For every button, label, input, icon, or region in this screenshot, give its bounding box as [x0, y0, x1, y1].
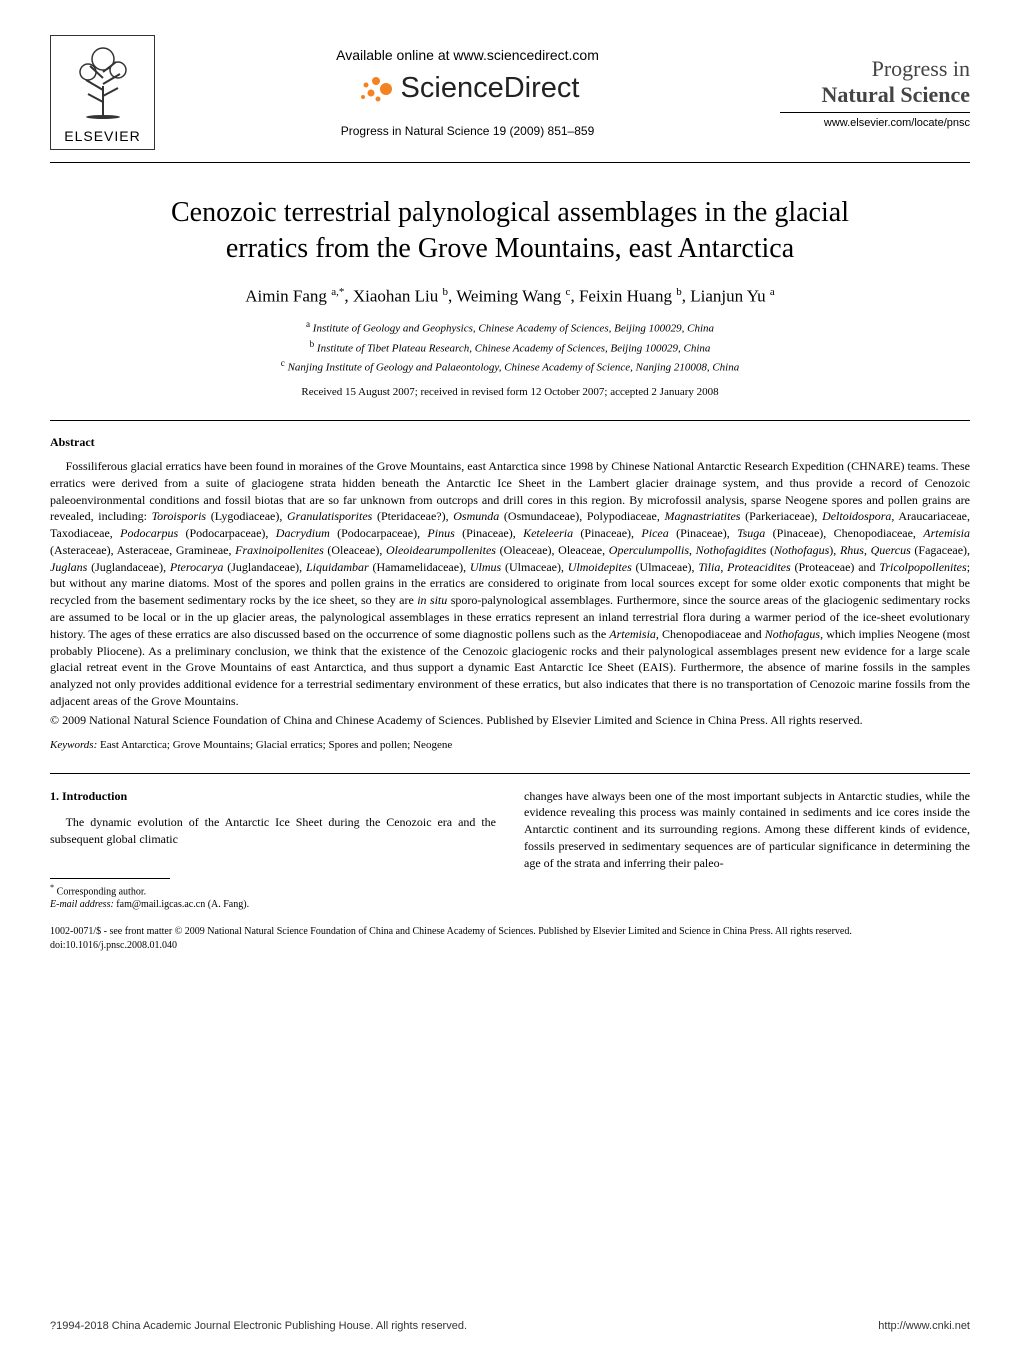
sciencedirect-text: ScienceDirect: [401, 72, 580, 105]
intro-columns: 1. Introduction The dynamic evolution of…: [50, 788, 970, 912]
journal-range: Progress in Natural Science 19 (2009) 85…: [155, 124, 780, 138]
journal-header: ELSEVIER Available online at www.science…: [50, 35, 970, 150]
front-matter-meta: 1002-0071/$ - see front matter © 2009 Na…: [50, 925, 970, 953]
page-footer: ?1994-2018 China Academic Journal Electr…: [50, 1320, 970, 1332]
title-line-2: erratics from the Grove Mountains, east …: [226, 233, 794, 264]
affiliation-c: c Nanjing Institute of Geology and Palae…: [50, 357, 970, 376]
available-online-text: Available online at www.sciencedirect.co…: [155, 47, 780, 63]
header-center: Available online at www.sciencedirect.co…: [155, 47, 780, 138]
keywords-text: East Antarctica; Grove Mountains; Glacia…: [97, 739, 452, 751]
affiliations: a Institute of Geology and Geophysics, C…: [50, 318, 970, 375]
authors-line: Aimin Fang a,*, Xiaohan Liu b, Weiming W…: [50, 286, 970, 307]
corr-author-label: * Corresponding author.: [50, 883, 496, 898]
journal-title-1: Progress in: [780, 56, 970, 82]
title-line-1: Cenozoic terrestrial palynological assem…: [171, 197, 849, 228]
article-title: Cenozoic terrestrial palynological assem…: [50, 195, 970, 268]
corresponding-footnote: * Corresponding author. E-mail address: …: [50, 883, 496, 911]
header-rule: [50, 162, 970, 163]
elsevier-tree-icon: [68, 44, 138, 119]
journal-branding: Progress in Natural Science www.elsevier…: [780, 56, 970, 129]
abstract-copyright: © 2009 National Natural Science Foundati…: [50, 712, 970, 729]
elsevier-logo: ELSEVIER: [50, 35, 155, 150]
intro-para-right: changes have always been one of the most…: [524, 788, 970, 872]
intro-heading: 1. Introduction: [50, 788, 496, 805]
keywords-line: Keywords: East Antarctica; Grove Mountai…: [50, 739, 970, 751]
journal-title-logo: Progress in Natural Science: [780, 56, 970, 108]
intro-para-left: The dynamic evolution of the Antarctic I…: [50, 814, 496, 848]
intro-col-right: changes have always been one of the most…: [524, 788, 970, 912]
abstract-bottom-rule: [50, 773, 970, 774]
footer-left: ?1994-2018 China Academic Journal Electr…: [50, 1320, 467, 1332]
affiliation-b: b Institute of Tibet Plateau Research, C…: [50, 338, 970, 357]
elsevier-label: ELSEVIER: [64, 128, 140, 144]
abstract-top-rule: [50, 420, 970, 421]
issn-line: 1002-0071/$ - see front matter © 2009 Na…: [50, 925, 970, 939]
journal-url: www.elsevier.com/locate/pnsc: [780, 112, 970, 129]
abstract-body: Fossiliferous glacial erratics have been…: [50, 458, 970, 710]
sciencedirect-logo: ScienceDirect: [155, 71, 780, 106]
intro-col-left: 1. Introduction The dynamic evolution of…: [50, 788, 496, 912]
article-dates: Received 15 August 2007; received in rev…: [50, 386, 970, 398]
footer-right: http://www.cnki.net: [878, 1320, 970, 1332]
affiliation-a: a Institute of Geology and Geophysics, C…: [50, 318, 970, 337]
journal-title-2: Natural Science: [780, 82, 970, 108]
keywords-label: Keywords:: [50, 739, 97, 751]
doi-line: doi:10.1016/j.pnsc.2008.01.040: [50, 939, 970, 953]
corr-email: E-mail address: fam@mail.igcas.ac.cn (A.…: [50, 898, 496, 911]
abstract-heading: Abstract: [50, 435, 970, 450]
sciencedirect-dots-icon: [356, 71, 396, 106]
footnote-rule: [50, 878, 170, 879]
